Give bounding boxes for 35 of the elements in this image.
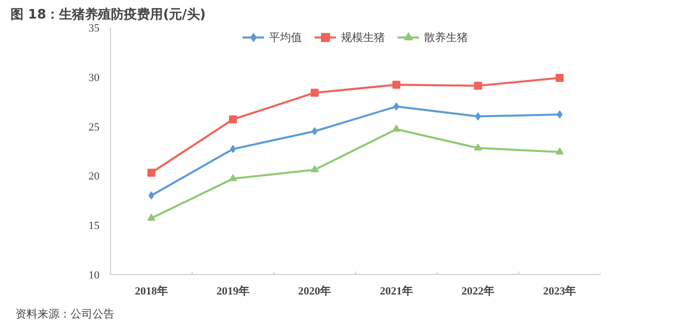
legend-label: 规模生猪 [341, 30, 385, 44]
y-tick-label: 30 [88, 72, 100, 84]
y-tick-label: 10 [88, 270, 100, 282]
point [229, 115, 237, 124]
point [475, 112, 481, 120]
y-tick-label: 35 [88, 22, 100, 34]
x-tick-label: 2020年 [298, 284, 332, 298]
point [556, 110, 562, 118]
legend-label: 平均值 [269, 30, 302, 44]
point [147, 168, 156, 177]
x-tick-label: 2021年 [380, 284, 413, 298]
point [147, 214, 156, 221]
point [312, 127, 318, 136]
y-tick-label: 15 [88, 220, 100, 232]
y-tick-label: 20 [88, 170, 100, 183]
point [392, 80, 400, 89]
point [310, 88, 319, 97]
legend-label: 散养生猪 [424, 30, 468, 44]
point [556, 147, 564, 155]
x-tick-label: 2022年 [462, 284, 494, 298]
point [394, 102, 400, 111]
x-tick-label: 2018年 [134, 284, 168, 298]
y-tick-label: 25 [88, 121, 100, 134]
point [474, 143, 482, 151]
point [474, 82, 482, 90]
chart-title: 图 18：生猪养殖防疫费用(元/头) [10, 6, 206, 22]
x-tick-label: 2023年 [543, 284, 576, 298]
point [392, 124, 400, 132]
point [310, 165, 319, 172]
text: 资料来源：公司公告 [16, 308, 114, 320]
point [230, 145, 236, 154]
point [229, 174, 237, 182]
x-tick-label: 2019年 [216, 284, 250, 298]
point [556, 74, 564, 82]
point [148, 191, 154, 200]
